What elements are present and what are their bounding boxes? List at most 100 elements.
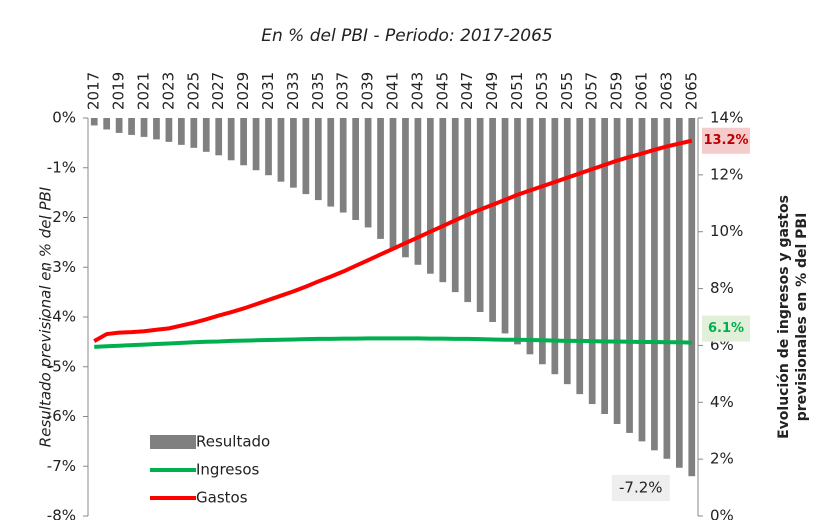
y2-axis-label: Evolución de ingresos y gastos: [776, 195, 792, 439]
y-tick-label: -7%: [47, 457, 76, 475]
bar: [414, 118, 422, 265]
bar: [128, 118, 135, 135]
x-tick-label: 2019: [110, 72, 128, 110]
x-tick-label: 2025: [184, 72, 202, 110]
x-tick-label: 2021: [135, 72, 153, 110]
bar: [526, 118, 534, 355]
value-label: 6.1%: [708, 321, 744, 336]
value-label: 13.2%: [703, 133, 748, 148]
x-tick-label: 2027: [209, 72, 227, 110]
x-tick-label: 2037: [334, 72, 352, 110]
bar: [588, 118, 596, 405]
y-axis-label: Resultado previsional en % del PBI: [37, 186, 55, 447]
x-tick-label: 2059: [608, 72, 626, 110]
line: [94, 336, 692, 349]
bar: [501, 118, 509, 334]
bar: [202, 118, 210, 152]
x-tick-label: 2033: [284, 72, 302, 110]
bar: [489, 118, 496, 322]
y2-tick-label: 4%: [710, 393, 734, 411]
bar: [451, 118, 459, 293]
bar: [165, 118, 173, 142]
x-tick-label: 2043: [408, 72, 426, 110]
x-tick-label: 2045: [433, 72, 451, 110]
bar: [327, 118, 335, 207]
bar: [314, 118, 322, 201]
bar: [265, 118, 272, 176]
bar: [426, 118, 434, 274]
x-tick-label: 2039: [359, 72, 377, 110]
x-tick-label: 2057: [583, 72, 601, 110]
value-label-box: [611, 475, 670, 501]
x-tick-label: 2031: [259, 72, 277, 110]
x-tick-label: 2035: [309, 72, 327, 110]
bar: [140, 118, 148, 137]
bar: [601, 118, 608, 415]
bar: [90, 118, 98, 126]
bar: [153, 118, 160, 140]
bar: [576, 118, 584, 395]
y-tick-label: -4%: [47, 308, 76, 326]
bar: [663, 118, 671, 459]
bar: [439, 118, 447, 283]
y-tick-label: -2%: [47, 208, 76, 226]
value-label-box: [702, 315, 750, 342]
y2-tick-label: 12%: [710, 165, 743, 183]
y-tick-label: -5%: [47, 357, 76, 375]
bar: [240, 118, 247, 166]
bar: [302, 118, 310, 195]
bar: [402, 118, 409, 258]
bar: [514, 118, 521, 345]
legend-label: Resultado: [196, 433, 270, 451]
x-tick-label: 2063: [657, 72, 675, 110]
bar: [389, 118, 397, 250]
bar: [651, 118, 658, 451]
bar: [476, 118, 484, 313]
value-label-box: [702, 127, 750, 154]
bar: [190, 118, 198, 148]
bar: [227, 118, 235, 161]
bar: [551, 118, 559, 375]
value-label: -7.2%: [619, 479, 663, 497]
legend-label: Gastos: [196, 489, 248, 507]
y2-axis-label: previsionales en % del PBI: [794, 213, 810, 422]
bar: [352, 118, 360, 220]
y2-tick-label: 14%: [710, 109, 743, 127]
bar: [626, 118, 633, 433]
bar: [539, 118, 546, 365]
y-tick-label: -1%: [47, 158, 76, 176]
y2-tick-label: 8%: [710, 279, 734, 297]
legend-label: Ingresos: [196, 461, 260, 479]
x-tick-label: 2065: [682, 72, 700, 110]
bar: [688, 118, 696, 477]
bar: [613, 118, 621, 424]
x-tick-label: 2061: [632, 72, 650, 110]
legend-swatch: [150, 435, 196, 449]
bar: [290, 118, 297, 188]
x-tick-label: 2053: [533, 72, 551, 110]
bar: [277, 118, 285, 182]
x-tick-label: 2029: [234, 72, 252, 110]
bar: [178, 118, 185, 145]
bar: [377, 118, 384, 239]
x-tick-label: 2047: [458, 72, 476, 110]
x-tick-label: 2049: [483, 72, 501, 110]
y2-tick-label: 2%: [710, 450, 734, 468]
y2-tick-label: 0%: [710, 507, 734, 520]
y-tick-label: -3%: [47, 258, 76, 276]
y-tick-label: 0%: [52, 109, 76, 127]
bar: [339, 118, 347, 213]
y2-tick-label: 10%: [710, 222, 743, 240]
y-tick-label: -6%: [47, 407, 76, 425]
x-tick-label: 2055: [558, 72, 576, 110]
x-tick-label: 2051: [508, 72, 526, 110]
x-tick-label: 2041: [384, 72, 402, 110]
bar: [115, 118, 123, 133]
line: [93, 138, 693, 343]
x-tick-label: 2023: [159, 72, 177, 110]
chart-subtitle: En % del PBI - Periodo: 2017-2065: [261, 26, 553, 46]
bar: [464, 118, 472, 303]
bar: [103, 118, 111, 130]
bar: [675, 118, 683, 468]
